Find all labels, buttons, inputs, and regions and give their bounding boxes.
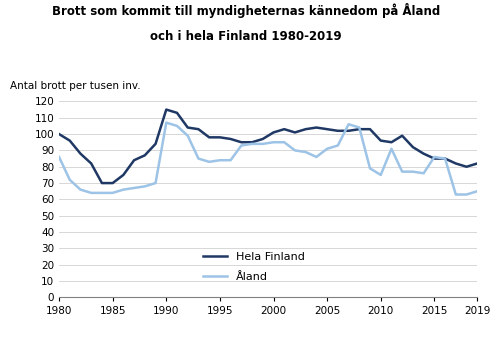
Hela Finland	[367, 127, 373, 131]
Hela Finland	[206, 135, 212, 139]
Åland	[421, 171, 427, 175]
Åland	[228, 158, 234, 162]
Åland	[153, 181, 158, 185]
Åland	[324, 147, 330, 151]
Text: och i hela Finland 1980-2019: och i hela Finland 1980-2019	[150, 30, 342, 43]
Hela Finland	[185, 125, 191, 129]
Åland	[271, 140, 277, 144]
Legend: Hela Finland, Åland: Hela Finland, Åland	[203, 252, 305, 282]
Åland	[356, 125, 362, 129]
Hela Finland	[378, 139, 384, 143]
Hela Finland	[217, 135, 223, 139]
Line: Hela Finland: Hela Finland	[59, 110, 477, 183]
Hela Finland	[345, 129, 351, 133]
Hela Finland	[228, 137, 234, 141]
Åland	[99, 191, 105, 195]
Åland	[260, 142, 266, 146]
Åland	[78, 188, 84, 192]
Åland	[174, 124, 180, 128]
Åland	[453, 193, 459, 197]
Åland	[281, 140, 287, 144]
Åland	[313, 155, 319, 159]
Hela Finland	[121, 173, 126, 177]
Åland	[131, 186, 137, 190]
Hela Finland	[110, 181, 116, 185]
Hela Finland	[195, 127, 201, 131]
Åland	[335, 144, 341, 148]
Hela Finland	[88, 162, 94, 166]
Hela Finland	[389, 140, 395, 144]
Åland	[345, 122, 351, 126]
Hela Finland	[303, 127, 308, 131]
Hela Finland	[271, 130, 277, 135]
Hela Finland	[239, 140, 245, 144]
Hela Finland	[313, 125, 319, 129]
Text: Brott som kommit till myndigheternas kännedom på Åland: Brott som kommit till myndigheternas kän…	[52, 3, 440, 18]
Åland	[249, 142, 255, 146]
Hela Finland	[410, 145, 416, 149]
Hela Finland	[399, 134, 405, 138]
Åland	[378, 173, 384, 177]
Åland	[303, 150, 308, 154]
Åland	[121, 188, 126, 192]
Hela Finland	[292, 130, 298, 135]
Hela Finland	[281, 127, 287, 131]
Line: Åland: Åland	[59, 123, 477, 195]
Åland	[56, 155, 62, 159]
Hela Finland	[153, 142, 158, 146]
Hela Finland	[78, 152, 84, 156]
Hela Finland	[463, 165, 469, 169]
Åland	[463, 193, 469, 197]
Åland	[389, 147, 395, 151]
Åland	[239, 144, 245, 148]
Hela Finland	[356, 127, 362, 131]
Text: Antal brott per tusen inv.: Antal brott per tusen inv.	[10, 81, 140, 91]
Hela Finland	[163, 107, 169, 112]
Hela Finland	[335, 129, 341, 133]
Hela Finland	[67, 139, 73, 143]
Hela Finland	[431, 156, 437, 161]
Åland	[163, 121, 169, 125]
Åland	[206, 160, 212, 164]
Hela Finland	[249, 140, 255, 144]
Åland	[110, 191, 116, 195]
Åland	[367, 166, 373, 170]
Hela Finland	[442, 156, 448, 161]
Åland	[292, 148, 298, 152]
Hela Finland	[131, 158, 137, 162]
Hela Finland	[260, 137, 266, 141]
Åland	[410, 170, 416, 174]
Åland	[217, 158, 223, 162]
Åland	[142, 184, 148, 188]
Åland	[67, 178, 73, 182]
Hela Finland	[142, 153, 148, 158]
Hela Finland	[56, 132, 62, 136]
Åland	[185, 134, 191, 138]
Åland	[442, 156, 448, 161]
Hela Finland	[453, 162, 459, 166]
Åland	[431, 155, 437, 159]
Hela Finland	[99, 181, 105, 185]
Hela Finland	[174, 111, 180, 115]
Hela Finland	[421, 152, 427, 156]
Åland	[474, 189, 480, 193]
Hela Finland	[324, 127, 330, 131]
Hela Finland	[474, 162, 480, 166]
Åland	[399, 170, 405, 174]
Åland	[88, 191, 94, 195]
Åland	[195, 156, 201, 161]
